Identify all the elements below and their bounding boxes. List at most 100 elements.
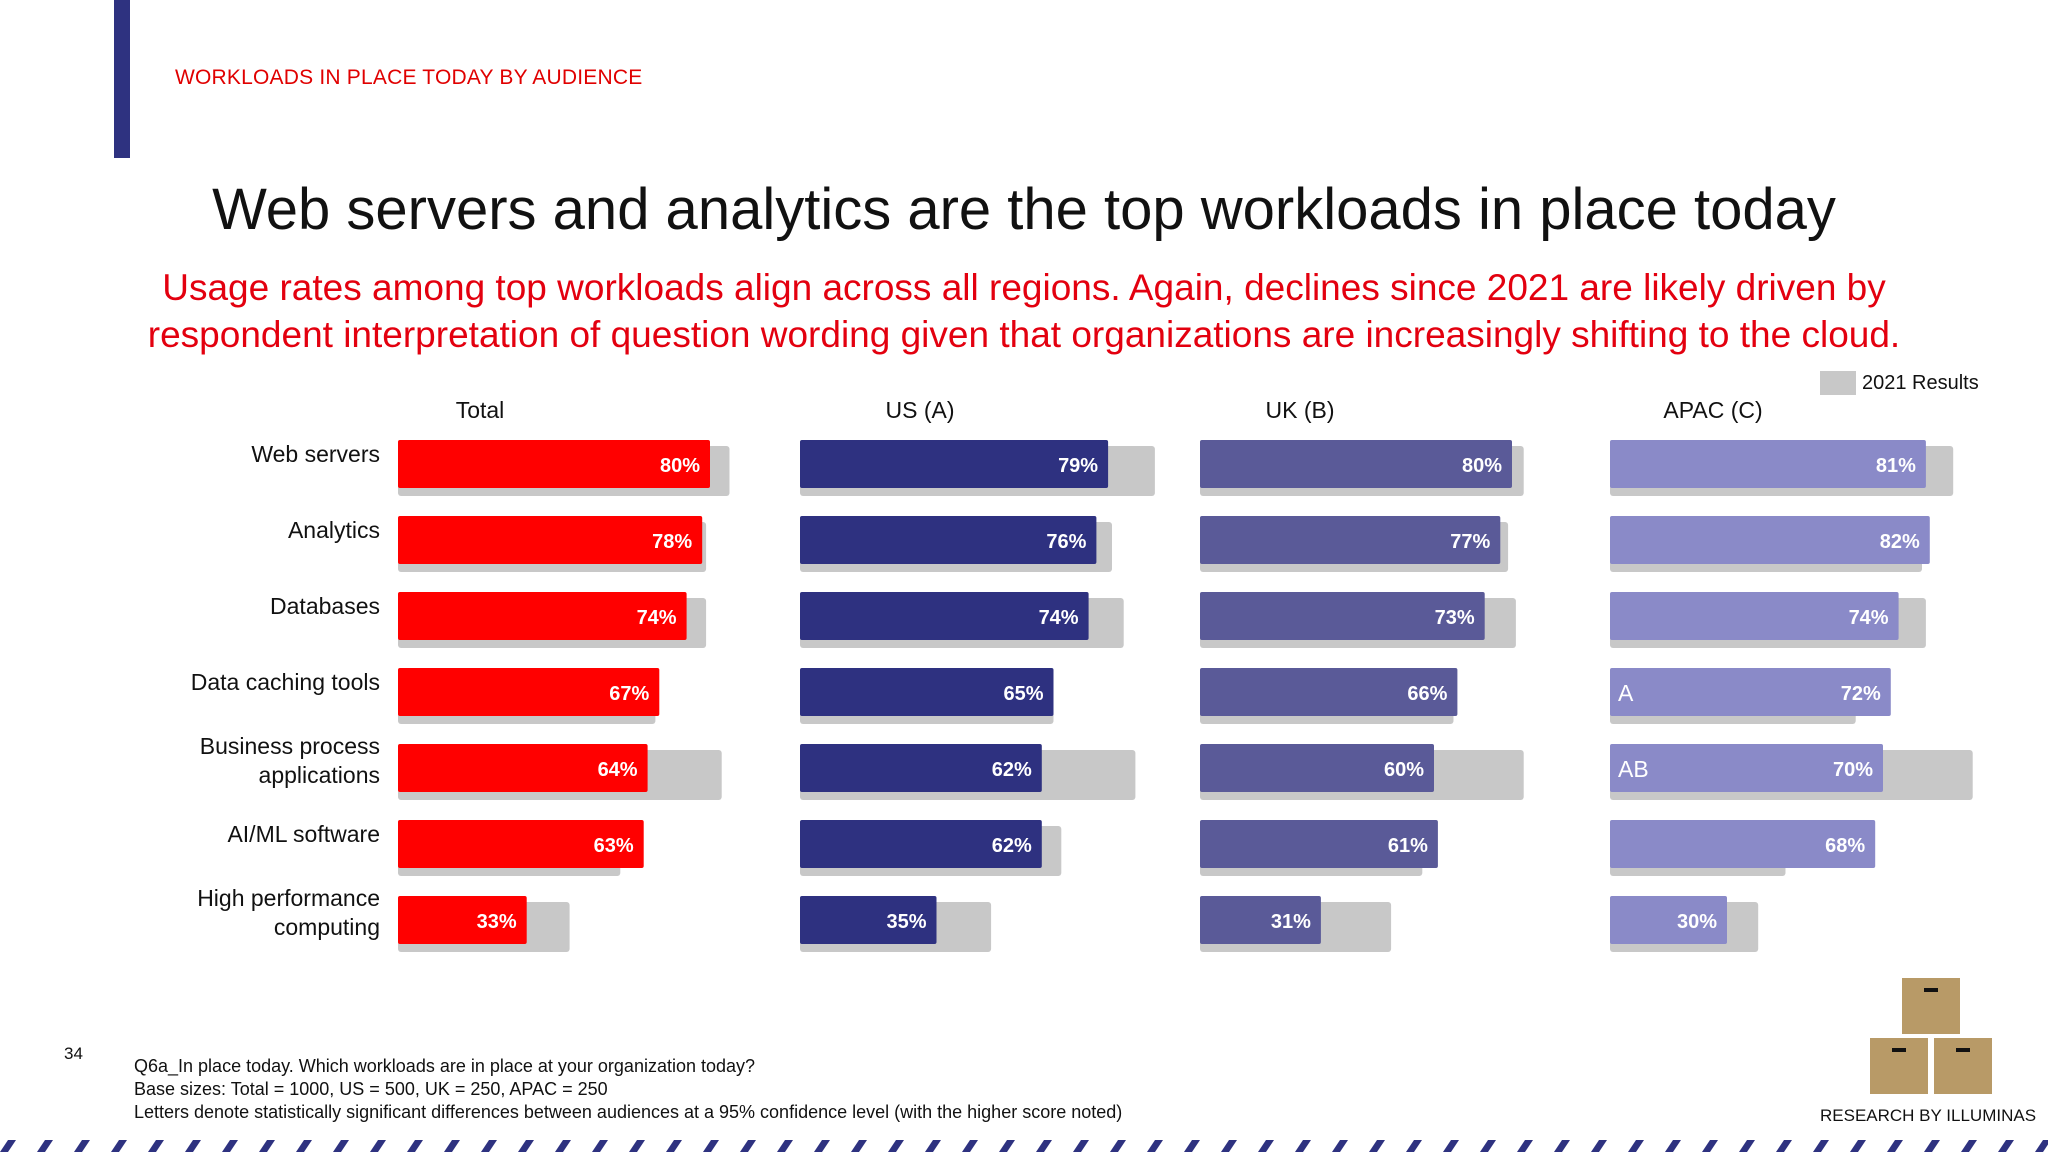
value-label-total-ai-ml-software: 63% [594,835,634,857]
footnote: Q6a_In place today. Which workloads are … [134,1055,1122,1124]
bar-apac-c-data-caching-tools [1610,668,1891,716]
stripe-mark [1221,1140,1237,1152]
stripe-mark [1295,1140,1311,1152]
stripe-mark [1147,1140,1163,1152]
stripe-mark [0,1140,16,1152]
bar-apac-c-web-servers [1610,440,1926,488]
value-label-uk-b-databases: 73% [1435,607,1475,629]
legend-swatch-2021 [1820,371,1856,395]
panel-header-uk-b: UK (B) [1266,397,1335,423]
stripe-mark [666,1140,682,1152]
stripe-mark [1887,1140,1903,1152]
value-label-uk-b-ai-ml-software: 61% [1388,835,1428,857]
stripe-mark [1813,1140,1829,1152]
value-label-us-a-ai-ml-software: 62% [992,835,1032,857]
value-label-apac-c-web-servers: 81% [1876,455,1916,477]
branding-text: RESEARCH BY ILLUMINAS [1820,1106,2037,1125]
stripe-mark [1517,1140,1533,1152]
stripe-mark [1369,1140,1385,1152]
bar-uk-b-databases [1200,592,1485,640]
value-label-total-web-servers: 80% [660,455,700,477]
logo-box-handle-3 [1956,1048,1970,1052]
stripe-mark [1332,1140,1348,1152]
value-label-total-business-process-applications: 64% [598,759,638,781]
stripe-mark [592,1140,608,1152]
stripe-mark [999,1140,1015,1152]
stripe-mark [1184,1140,1200,1152]
value-label-us-a-high-performance-computing: 35% [886,911,926,933]
value-label-us-a-web-servers: 79% [1058,455,1098,477]
bar-total-business-process-applications [398,744,648,792]
stripe-mark [444,1140,460,1152]
page-subtitle: Usage rates among top workloads align ac… [60,264,1988,358]
footnote-significance: Letters denote statistically significant… [134,1102,1123,1122]
stripe-mark [888,1140,904,1152]
bar-us-a-high-performance-computing [800,896,937,944]
value-label-uk-b-web-servers: 80% [1462,455,1502,477]
stripe-mark [74,1140,90,1152]
value-label-us-a-business-process-applications: 62% [992,759,1032,781]
bar-apac-c-databases [1610,592,1899,640]
stripe-mark [2035,1140,2048,1152]
bar-total-ai-ml-software [398,820,644,868]
value-label-total-high-performance-computing: 33% [477,911,517,933]
bar-total-high-performance-computing [398,896,527,944]
stripe-mark [222,1140,238,1152]
logo-box-3 [1934,1038,1992,1094]
stripe-mark [1702,1140,1718,1152]
bar-us-a-business-process-applications [800,744,1042,792]
section-label: WORKLOADS IN PLACE TODAY BY AUDIENCE [175,66,643,89]
bar-uk-b-high-performance-computing [1200,896,1321,944]
stripe-mark [851,1140,867,1152]
stripe-mark [185,1140,201,1152]
value-label-total-analytics: 78% [652,531,692,553]
subtitle-line-2: respondent interpretation of question wo… [147,314,1901,355]
value-label-uk-b-data-caching-tools: 66% [1407,683,1447,705]
stripe-mark [555,1140,571,1152]
value-label-uk-b-analytics: 77% [1450,531,1490,553]
stripe-mark [814,1140,830,1152]
stripe-mark [1591,1140,1607,1152]
value-label-uk-b-business-process-applications: 60% [1384,759,1424,781]
footnote-base-sizes: Base sizes: Total = 1000, US = 500, UK =… [134,1079,608,1099]
panel-header-us-a: US (A) [886,397,955,423]
bar-uk-b-business-process-applications [1200,744,1434,792]
stripe-mark [1776,1140,1792,1152]
value-label-apac-c-ai-ml-software: 68% [1825,835,1865,857]
chart-legend: 2021 Results [1820,370,1979,396]
stripe-mark [925,1140,941,1152]
stripe-mark [333,1140,349,1152]
stripe-mark [1406,1140,1422,1152]
value-label-apac-c-business-process-applications: 70% [1833,759,1873,781]
stripe-mark [1073,1140,1089,1152]
value-label-us-a-databases: 74% [1039,607,1079,629]
stripe-mark [703,1140,719,1152]
sig-letter-apac-c-business-process-applications: AB [1618,756,1649,782]
category-label-analytics: Analytics [288,517,380,543]
legend-label-2021: 2021 Results [1862,371,1979,394]
accent-bar [114,0,130,158]
stripe-mark [1924,1140,1940,1152]
value-label-us-a-data-caching-tools: 65% [1003,683,1043,705]
value-label-apac-c-data-caching-tools: 72% [1841,683,1881,705]
stripe-mark [777,1140,793,1152]
bar-total-databases [398,592,687,640]
stripe-mark [629,1140,645,1152]
value-label-apac-c-databases: 74% [1849,607,1889,629]
stripe-mark [259,1140,275,1152]
stripe-mark [1480,1140,1496,1152]
stripe-mark [1665,1140,1681,1152]
stripe-mark [1739,1140,1755,1152]
bar-apac-c-high-performance-computing [1610,896,1727,944]
panel-header-apac-c: APAC (C) [1663,397,1762,423]
bar-total-data-caching-tools [398,668,660,716]
logo-box-handle-2 [1892,1048,1906,1052]
page-title: Web servers and analytics are the top wo… [212,177,1836,242]
stripe-mark [740,1140,756,1152]
subtitle-line-1: Usage rates among top workloads align ac… [162,267,1886,308]
bar-uk-b-web-servers [1200,440,1512,488]
bar-uk-b-ai-ml-software [1200,820,1438,868]
stripe-mark [962,1140,978,1152]
stripe-mark [518,1140,534,1152]
page-number: 34 [64,1044,83,1063]
